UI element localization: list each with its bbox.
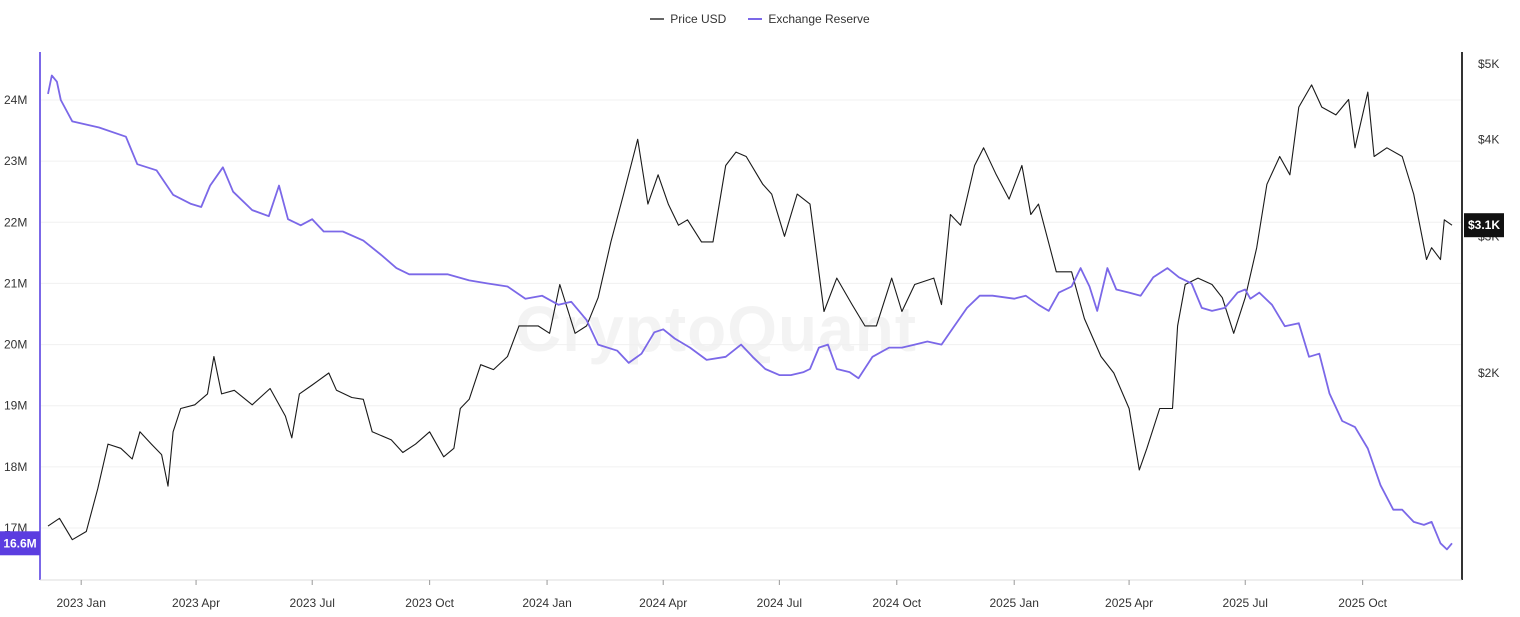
left-axis-tick-label: 23M: [4, 154, 27, 168]
x-axis-tick-label: 2023 Jan: [56, 596, 105, 610]
exchange-reserve-line[interactable]: [47, 74, 1453, 551]
legend-item-reserve[interactable]: Exchange Reserve: [748, 12, 870, 26]
legend-swatch-price: [650, 18, 665, 20]
x-axis-tick-label: 2023 Jul: [290, 596, 335, 610]
x-axis-tick-label: 2025 Apr: [1105, 596, 1153, 610]
x-axis-tick-label: 2024 Oct: [872, 596, 921, 610]
left-axis-tick-label: 21M: [4, 276, 27, 290]
price-current-badge: [1464, 213, 1504, 238]
x-axis-tick-label: 2025 Oct: [1338, 596, 1387, 610]
reserve-current-badge: [0, 531, 40, 556]
right-axis-tick-label: $5K: [1478, 57, 1499, 71]
price-usd-line[interactable]: [47, 84, 1453, 541]
legend-label-reserve: Exchange Reserve: [768, 12, 870, 26]
x-axis-tick-label: 2024 Jan: [522, 596, 571, 610]
right-axis-tick-label: $2K: [1478, 366, 1499, 380]
left-axis-tick-label: 24M: [4, 93, 27, 107]
legend: Price USD Exchange Reserve: [0, 12, 1520, 26]
x-axis-tick-label: 2023 Oct: [405, 596, 454, 610]
price-current-badge-text: $3.1K: [1468, 218, 1500, 232]
x-axis-tick-label: 2025 Jul: [1223, 596, 1268, 610]
x-axis-tick-label: 2024 Jul: [757, 596, 802, 610]
x-axis-tick-label: 2025 Jan: [990, 596, 1039, 610]
legend-item-price[interactable]: Price USD: [650, 12, 726, 26]
legend-swatch-reserve: [748, 18, 763, 20]
x-axis-tick-label: 2024 Apr: [639, 596, 687, 610]
legend-label-price: Price USD: [670, 12, 727, 26]
x-axis-tick-label: 2023 Apr: [172, 596, 220, 610]
left-axis-tick-label: 20M: [4, 338, 27, 352]
left-axis-tick-label: 22M: [4, 215, 27, 229]
right-axis-tick-label: $4K: [1478, 132, 1499, 146]
reserve-current-badge-text: 16.6M: [3, 536, 36, 550]
left-axis-tick-label: 18M: [4, 460, 27, 474]
left-axis-tick-label: 19M: [4, 399, 27, 413]
